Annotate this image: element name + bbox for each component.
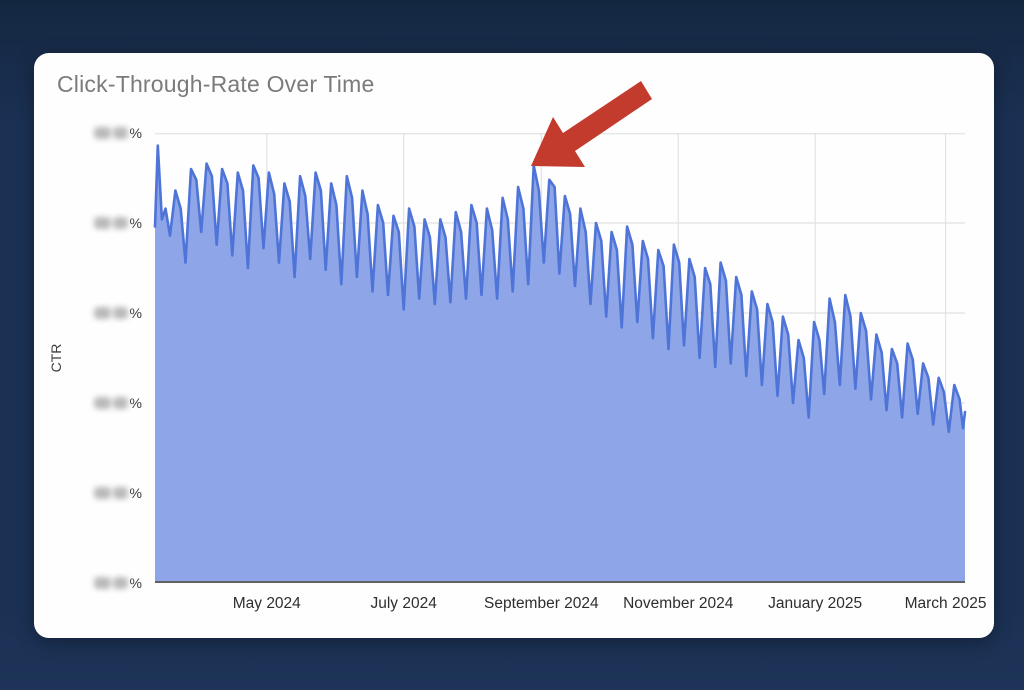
x-tick-label: January 2025 — [768, 595, 863, 612]
x-tick-label: November 2024 — [623, 595, 734, 612]
y-tick-label-masked: % — [64, 485, 142, 501]
ctr-series-area — [155, 145, 965, 583]
y-tick-suffix: % — [129, 395, 142, 411]
masked-value-blob — [93, 397, 111, 409]
y-tick-suffix: % — [129, 125, 142, 141]
masked-value-blob — [112, 217, 128, 229]
y-tick-label-masked: % — [64, 575, 142, 591]
y-tick-suffix: % — [129, 575, 142, 591]
y-tick-suffix: % — [129, 485, 142, 501]
y-tick-label-masked: % — [64, 125, 142, 141]
masked-value-blob — [93, 577, 111, 589]
y-tick-label-masked: % — [64, 215, 142, 231]
y-tick-label-masked: % — [64, 305, 142, 321]
plot-area — [153, 133, 967, 583]
masked-value-blob — [112, 127, 128, 139]
y-tick-suffix: % — [129, 305, 142, 321]
x-tick-label: September 2024 — [484, 595, 599, 612]
masked-value-blob — [112, 307, 128, 319]
masked-value-blob — [93, 307, 111, 319]
ctr-series-line — [153, 144, 967, 434]
x-tick-label: July 2024 — [370, 595, 437, 612]
masked-value-blob — [112, 577, 128, 589]
x-axis-tick-labels: May 2024 July 2024 September 2024 November … — [155, 595, 987, 617]
y-axis-title: CTR — [48, 343, 64, 373]
masked-value-blob — [93, 127, 111, 139]
masked-value-blob — [93, 487, 111, 499]
masked-value-blob — [112, 397, 128, 409]
masked-value-blob — [93, 217, 111, 229]
chart-card: Click-Through-Rate Over Time CTR %%%%%% … — [34, 53, 994, 638]
y-tick-suffix: % — [129, 215, 142, 231]
x-tick-label: March 2025 — [904, 595, 987, 612]
masked-value-blob — [112, 487, 128, 499]
x-tick-label: May 2024 — [232, 595, 301, 612]
chart-title: Click-Through-Rate Over Time — [57, 71, 375, 97]
ctr-area-chart — [153, 133, 967, 583]
y-axis-tick-labels: %%%%%% — [70, 125, 148, 591]
y-tick-label-masked: % — [64, 395, 142, 411]
